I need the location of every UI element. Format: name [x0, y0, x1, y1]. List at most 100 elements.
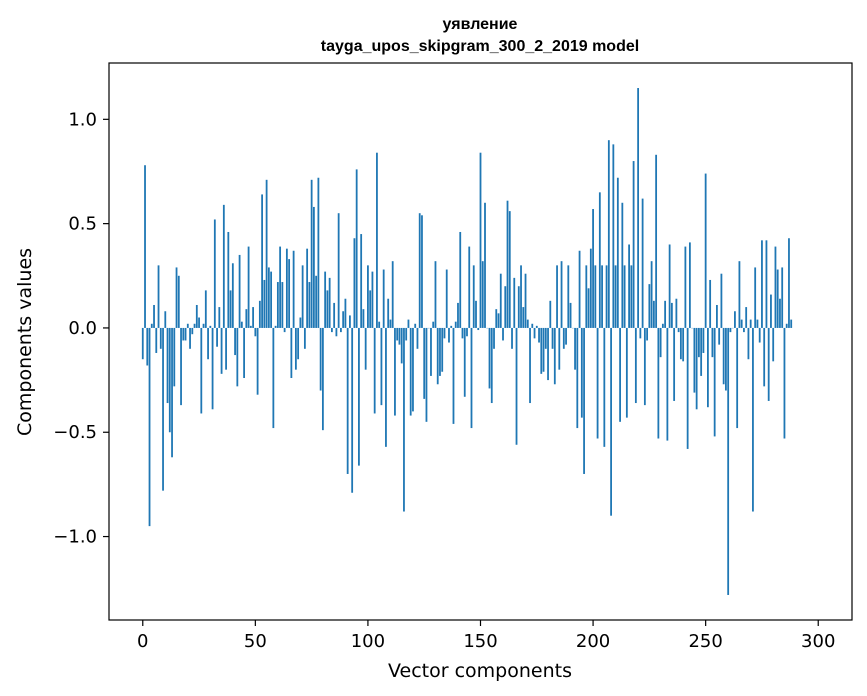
bar-198 [587, 288, 590, 328]
bar-202 [596, 327, 599, 439]
x-tick-label: 0 [137, 631, 148, 652]
chart-subtitle: tayga_upos_skipgram_300_2_2019 model [321, 38, 639, 55]
bar-17 [180, 327, 182, 406]
bar-1 [144, 165, 146, 328]
bar-107 [382, 269, 385, 328]
bar-81 [324, 271, 327, 328]
bar-183 [553, 327, 556, 385]
bar-47 [247, 246, 250, 328]
bar-2 [146, 327, 149, 366]
bar-6 [155, 327, 158, 353]
bar-78 [317, 177, 320, 328]
bar-237 [675, 298, 678, 328]
bar-206 [605, 265, 608, 328]
bar-72 [303, 327, 306, 349]
bar-278 [767, 327, 770, 401]
y-tick-label: 0.5 [68, 214, 97, 235]
bar-269 [747, 327, 750, 360]
bar-150 [479, 152, 482, 328]
bar-82 [326, 290, 329, 328]
bar-62 [281, 282, 284, 328]
bar-104 [376, 152, 378, 328]
bar-226 [650, 261, 653, 328]
bar-187 [562, 327, 565, 349]
bar-31 [211, 327, 214, 410]
bar-270 [749, 319, 752, 328]
bar-247 [698, 327, 700, 358]
bar-208 [610, 327, 612, 516]
bar-213 [621, 202, 624, 328]
bar-251 [707, 327, 709, 408]
bar-254 [713, 327, 716, 437]
bar-195 [580, 327, 583, 418]
bar-66 [290, 327, 293, 379]
bar-95 [355, 169, 358, 328]
x-tick-label: 300 [801, 631, 835, 652]
bar-90 [344, 298, 347, 328]
bar-225 [648, 284, 651, 328]
bar-179 [544, 327, 547, 349]
bar-149 [477, 327, 480, 331]
bar-249 [702, 327, 705, 353]
chart-title: уявление [443, 16, 518, 33]
bar-171 [526, 319, 529, 328]
bar-134 [443, 327, 446, 339]
bar-141 [459, 231, 462, 328]
bar-243 [688, 242, 691, 328]
bar-109 [387, 298, 390, 328]
bar-138 [452, 327, 455, 424]
bar-15 [175, 267, 178, 328]
bar-190 [569, 302, 572, 328]
bar-25 [198, 317, 200, 328]
bar-130 [434, 261, 437, 328]
bar-61 [279, 246, 282, 328]
bar-36 [222, 204, 225, 328]
bar-128 [430, 327, 432, 376]
x-tick-label: 150 [463, 631, 497, 652]
bar-197 [585, 265, 588, 328]
bar-108 [385, 327, 387, 447]
bar-169 [522, 307, 525, 328]
bar-155 [490, 327, 493, 404]
bar-132 [439, 327, 441, 376]
x-axis-ticks: 0 50 100 150 200 250 300 [137, 620, 835, 652]
bar-184 [556, 265, 558, 328]
bar-18 [182, 327, 185, 341]
bar-8 [159, 327, 162, 349]
bar-233 [666, 327, 669, 441]
bar-222 [641, 198, 644, 328]
bar-166 [515, 327, 518, 445]
bar-113 [396, 327, 399, 341]
bar-279 [770, 294, 772, 328]
bar-22 [191, 327, 194, 335]
bar-120 [412, 327, 414, 412]
bar-142 [461, 327, 464, 339]
bar-117 [405, 327, 408, 341]
bar-194 [578, 250, 581, 328]
bar-116 [403, 327, 405, 512]
bar-67 [292, 250, 295, 328]
bar-38 [227, 231, 230, 328]
y-axis-label: Components values [14, 248, 36, 436]
x-tick-label: 200 [576, 631, 610, 652]
bar-177 [540, 327, 543, 374]
bar-118 [407, 319, 410, 328]
bar-55 [265, 179, 268, 328]
bar-83 [328, 277, 331, 328]
bar-11 [166, 327, 169, 404]
bar-259 [725, 327, 727, 391]
bar-182 [551, 327, 554, 349]
bar-45 [243, 327, 245, 379]
bar-235 [670, 302, 673, 328]
bar-98 [362, 309, 365, 328]
bar-85 [333, 302, 336, 328]
bar-86 [335, 327, 338, 337]
bar-51 [256, 327, 259, 395]
bar-185 [558, 327, 561, 370]
bar-273 [756, 319, 759, 328]
bar-14 [173, 327, 176, 387]
bar-238 [677, 327, 680, 333]
bar-140 [457, 302, 459, 328]
bar-114 [398, 327, 401, 345]
bar-76 [312, 206, 315, 328]
